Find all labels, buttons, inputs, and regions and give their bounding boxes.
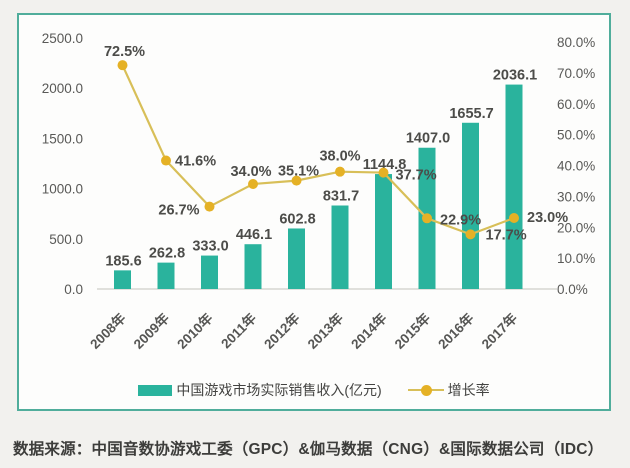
growth-point-2008年 bbox=[117, 60, 128, 71]
bar-value-label: 1144.8 bbox=[363, 157, 407, 173]
growth-value-label: 17.7% bbox=[486, 227, 527, 243]
x-axis-label: 2016年 bbox=[435, 309, 477, 351]
bar-line-chart: 2500.0 2000.0 1500.0 1000.0 500.0 0.0 80.0% 70.… bbox=[42, 31, 596, 352]
growth-value-label: 23.0% bbox=[527, 210, 568, 226]
growth-point-2012年 bbox=[291, 175, 302, 186]
bar-2013年 bbox=[331, 205, 349, 289]
bar-2009年 bbox=[157, 262, 175, 289]
legend-item-growth: 增长率 bbox=[407, 380, 490, 400]
right-axis-tick: 80.0% bbox=[557, 35, 595, 50]
bar-value-label: 185.6 bbox=[105, 253, 141, 269]
bar-value-label: 1407.0 bbox=[406, 131, 450, 147]
legend-item-revenue: 中国游戏市场实际销售收入(亿元) bbox=[138, 380, 382, 400]
x-axis-label: 2008年 bbox=[87, 309, 129, 351]
x-axis-label: 2012年 bbox=[261, 309, 303, 351]
growth-point-2009年 bbox=[161, 155, 171, 166]
growth-value-label: 37.7% bbox=[396, 168, 437, 184]
revenue-swatch-icon bbox=[138, 384, 173, 396]
growth-line-icon bbox=[407, 384, 444, 396]
growth-point-2011年 bbox=[248, 179, 258, 190]
right-axis-tick: 20.0% bbox=[557, 220, 595, 235]
legend-label-revenue: 中国游戏市场实际销售收入(亿元) bbox=[176, 382, 382, 398]
right-axis-tick: 30.0% bbox=[557, 189, 595, 204]
x-axis-label: 2010年 bbox=[174, 309, 216, 351]
right-axis-tick: 10.0% bbox=[557, 251, 595, 266]
growth-value-label: 34.0% bbox=[230, 164, 271, 180]
right-axis-tick: 60.0% bbox=[557, 97, 595, 112]
chart-legend: 中国游戏市场实际销售收入(亿元) 增长率 bbox=[19, 371, 609, 409]
growth-value-label: 72.5% bbox=[104, 44, 145, 60]
right-axis-tick: 0.0% bbox=[557, 282, 588, 297]
bar-value-label: 446.1 bbox=[236, 227, 272, 243]
bar-2011年 bbox=[244, 244, 262, 289]
growth-point-2013年 bbox=[335, 166, 345, 177]
bar-2008年 bbox=[114, 270, 131, 289]
left-axis-tick: 1500.0 bbox=[42, 131, 83, 146]
bar-value-label: 1655.7 bbox=[449, 106, 493, 122]
growth-line-dot bbox=[420, 384, 432, 396]
growth-point-2015年 bbox=[422, 213, 432, 224]
right-axis-tick: 70.0% bbox=[557, 66, 595, 81]
x-axis-label: 2015年 bbox=[391, 309, 433, 351]
growth-value-label: 41.6% bbox=[175, 154, 216, 170]
x-axis-label: 2011年 bbox=[218, 309, 260, 351]
left-axis-tick: 2000.0 bbox=[42, 81, 83, 96]
growth-point-2016年 bbox=[465, 229, 476, 240]
growth-rate-line bbox=[121, 64, 515, 236]
bar-2010年 bbox=[201, 255, 218, 289]
x-axis-label: 2017年 bbox=[478, 309, 520, 351]
bar-2016年 bbox=[462, 122, 479, 289]
growth-value-label: 38.0% bbox=[319, 149, 360, 165]
growth-value-label: 22.9% bbox=[440, 212, 481, 228]
legend-label-growth: 增长率 bbox=[447, 382, 490, 398]
left-axis-tick: 0.0 bbox=[64, 282, 83, 297]
x-axis-label: 2009年 bbox=[130, 309, 172, 351]
left-axis-tick: 2500.0 bbox=[42, 31, 83, 46]
x-axis-label: 2013年 bbox=[304, 309, 346, 351]
x-axis-label: 2014年 bbox=[348, 309, 390, 351]
bar-value-label: 602.8 bbox=[279, 211, 315, 227]
bar-2014年 bbox=[375, 174, 392, 289]
right-axis-tick: 40.0% bbox=[557, 159, 595, 174]
bar-value-label: 831.7 bbox=[323, 188, 359, 204]
right-axis-tick: 50.0% bbox=[557, 128, 595, 143]
growth-point-2014年 bbox=[378, 167, 389, 178]
data-source-note: 数据来源：中国音数协游戏工委（GPC）&伽马数据（CNG）&国际数据公司（IDC… bbox=[13, 441, 604, 458]
growth-point-2017年 bbox=[509, 212, 519, 223]
bar-value-label: 2036.1 bbox=[493, 68, 537, 84]
bar-value-label: 262.8 bbox=[149, 246, 185, 262]
growth-value-label: 26.7% bbox=[158, 203, 199, 219]
left-axis-tick: 1000.0 bbox=[42, 182, 83, 197]
growth-value-label: 35.1% bbox=[278, 164, 319, 180]
chart-panel: 2500.0 2000.0 1500.0 1000.0 500.0 0.0 80.0% 70.… bbox=[17, 13, 611, 411]
bar-2017年 bbox=[505, 84, 523, 289]
left-axis-tick: 500.0 bbox=[49, 232, 83, 247]
bar-2012年 bbox=[288, 228, 305, 289]
bar-value-label: 333.0 bbox=[192, 239, 228, 255]
growth-point-2010年 bbox=[204, 201, 215, 212]
